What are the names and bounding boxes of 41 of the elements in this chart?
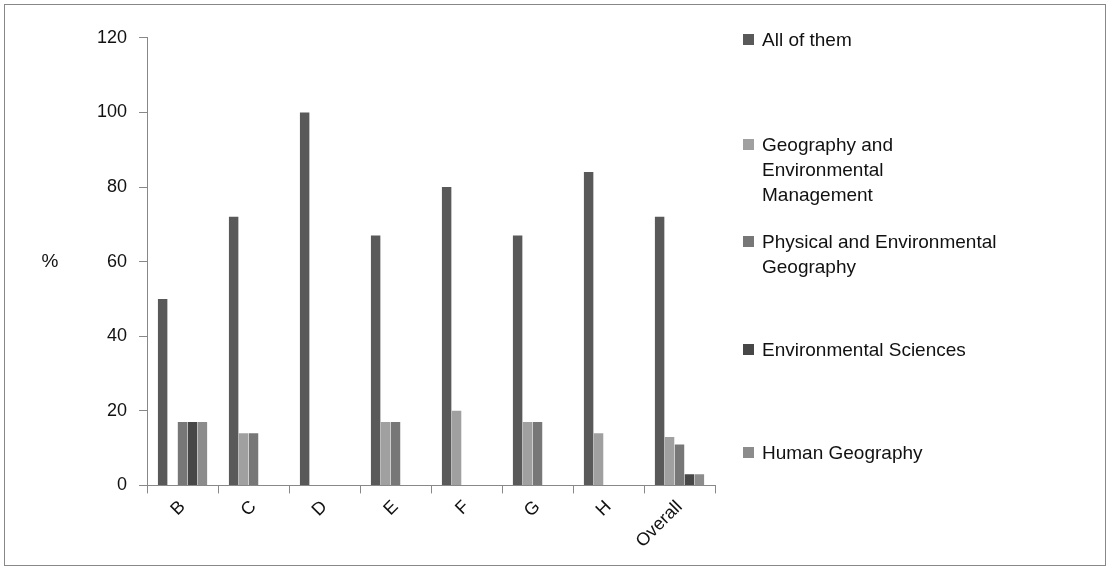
- legend-label: Geography and Environmental Management: [762, 133, 894, 207]
- y-tick-label: 120: [96, 26, 128, 47]
- bar: [380, 422, 391, 485]
- x-tick-label: C: [236, 496, 260, 520]
- bar: [177, 422, 188, 485]
- x-tick-label: G: [519, 496, 544, 521]
- y-tick-label: 0: [117, 474, 128, 495]
- x-tick-label: D: [307, 496, 331, 520]
- bar: [583, 172, 594, 485]
- bar: [532, 422, 543, 485]
- bar: [299, 112, 310, 485]
- bar: [370, 235, 381, 485]
- legend-label: Physical and Environmental Geography: [762, 230, 998, 279]
- y-tick-label: 100: [96, 101, 128, 122]
- x-tick-label: F: [450, 496, 473, 519]
- bar: [522, 422, 533, 485]
- legend-label: Human Geography: [762, 441, 923, 465]
- bar: [187, 422, 198, 485]
- y-tick-label: 80: [107, 175, 128, 196]
- bar: [451, 410, 462, 485]
- bar: [664, 436, 675, 485]
- bar: [684, 474, 695, 485]
- y-tick-label: 60: [107, 250, 128, 271]
- bar: [248, 433, 259, 485]
- bar: [512, 235, 523, 485]
- bar: [674, 444, 685, 485]
- x-tick-label: H: [591, 496, 615, 520]
- bar: [238, 433, 249, 485]
- bar: [390, 422, 401, 485]
- bar: [593, 433, 604, 485]
- y-axis-title: %: [41, 249, 59, 271]
- y-tick-label: 40: [107, 325, 128, 346]
- x-tick-label: B: [166, 496, 189, 519]
- x-tick-label: E: [379, 496, 402, 519]
- legend-label: All of them: [762, 28, 852, 52]
- legend-label: Environmental Sciences: [762, 338, 966, 362]
- y-tick-label: 20: [107, 399, 128, 420]
- bar: [441, 187, 452, 485]
- bar: [654, 216, 665, 485]
- bar: [157, 298, 168, 485]
- bar: [228, 216, 239, 485]
